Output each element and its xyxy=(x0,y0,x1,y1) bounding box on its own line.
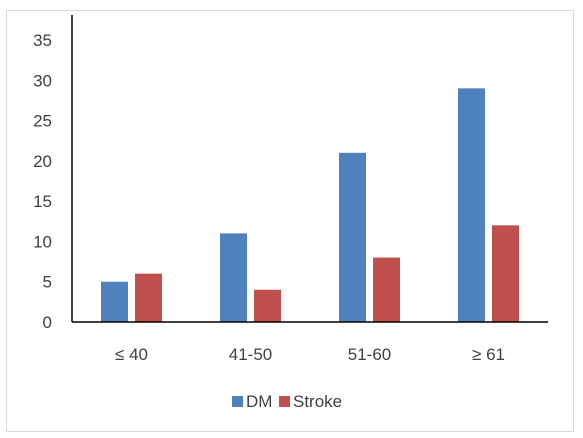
x-axis-tick-labels: ≤ 40 41-50 51-60 ≥ 61 xyxy=(115,345,505,364)
y-tick-label: 0 xyxy=(43,313,52,332)
legend-label-stroke: Stroke xyxy=(293,392,342,411)
x-tick-label: ≤ 40 xyxy=(115,345,148,364)
bar-dm-2 xyxy=(220,233,247,322)
y-tick-label: 10 xyxy=(33,232,52,251)
bar-stroke-3 xyxy=(373,257,400,322)
x-tick-label: 51-60 xyxy=(348,345,391,364)
y-tick-label: 20 xyxy=(33,152,52,171)
bar-stroke-1 xyxy=(135,273,162,322)
bar-dm-3 xyxy=(339,152,366,322)
y-tick-label: 15 xyxy=(33,192,52,211)
bar-stroke-2 xyxy=(254,289,281,322)
legend-swatch-dm xyxy=(232,396,243,407)
legend-swatch-stroke xyxy=(279,396,290,407)
legend-label-dm: DM xyxy=(246,392,272,411)
y-tick-label: 25 xyxy=(33,112,52,131)
bar-dm-4 xyxy=(458,88,485,322)
x-tick-label: 41-50 xyxy=(229,345,272,364)
bars xyxy=(101,88,519,322)
bar-stroke-4 xyxy=(492,225,519,322)
bar-dm-1 xyxy=(101,281,128,322)
legend: DM Stroke xyxy=(232,392,342,411)
y-tick-label: 30 xyxy=(33,71,52,90)
y-tick-label: 35 xyxy=(33,31,52,50)
y-axis-tick-labels: 0 5 10 15 20 25 30 35 xyxy=(33,31,52,332)
x-tick-label: ≥ 61 xyxy=(472,345,505,364)
y-tick-label: 5 xyxy=(43,273,52,292)
